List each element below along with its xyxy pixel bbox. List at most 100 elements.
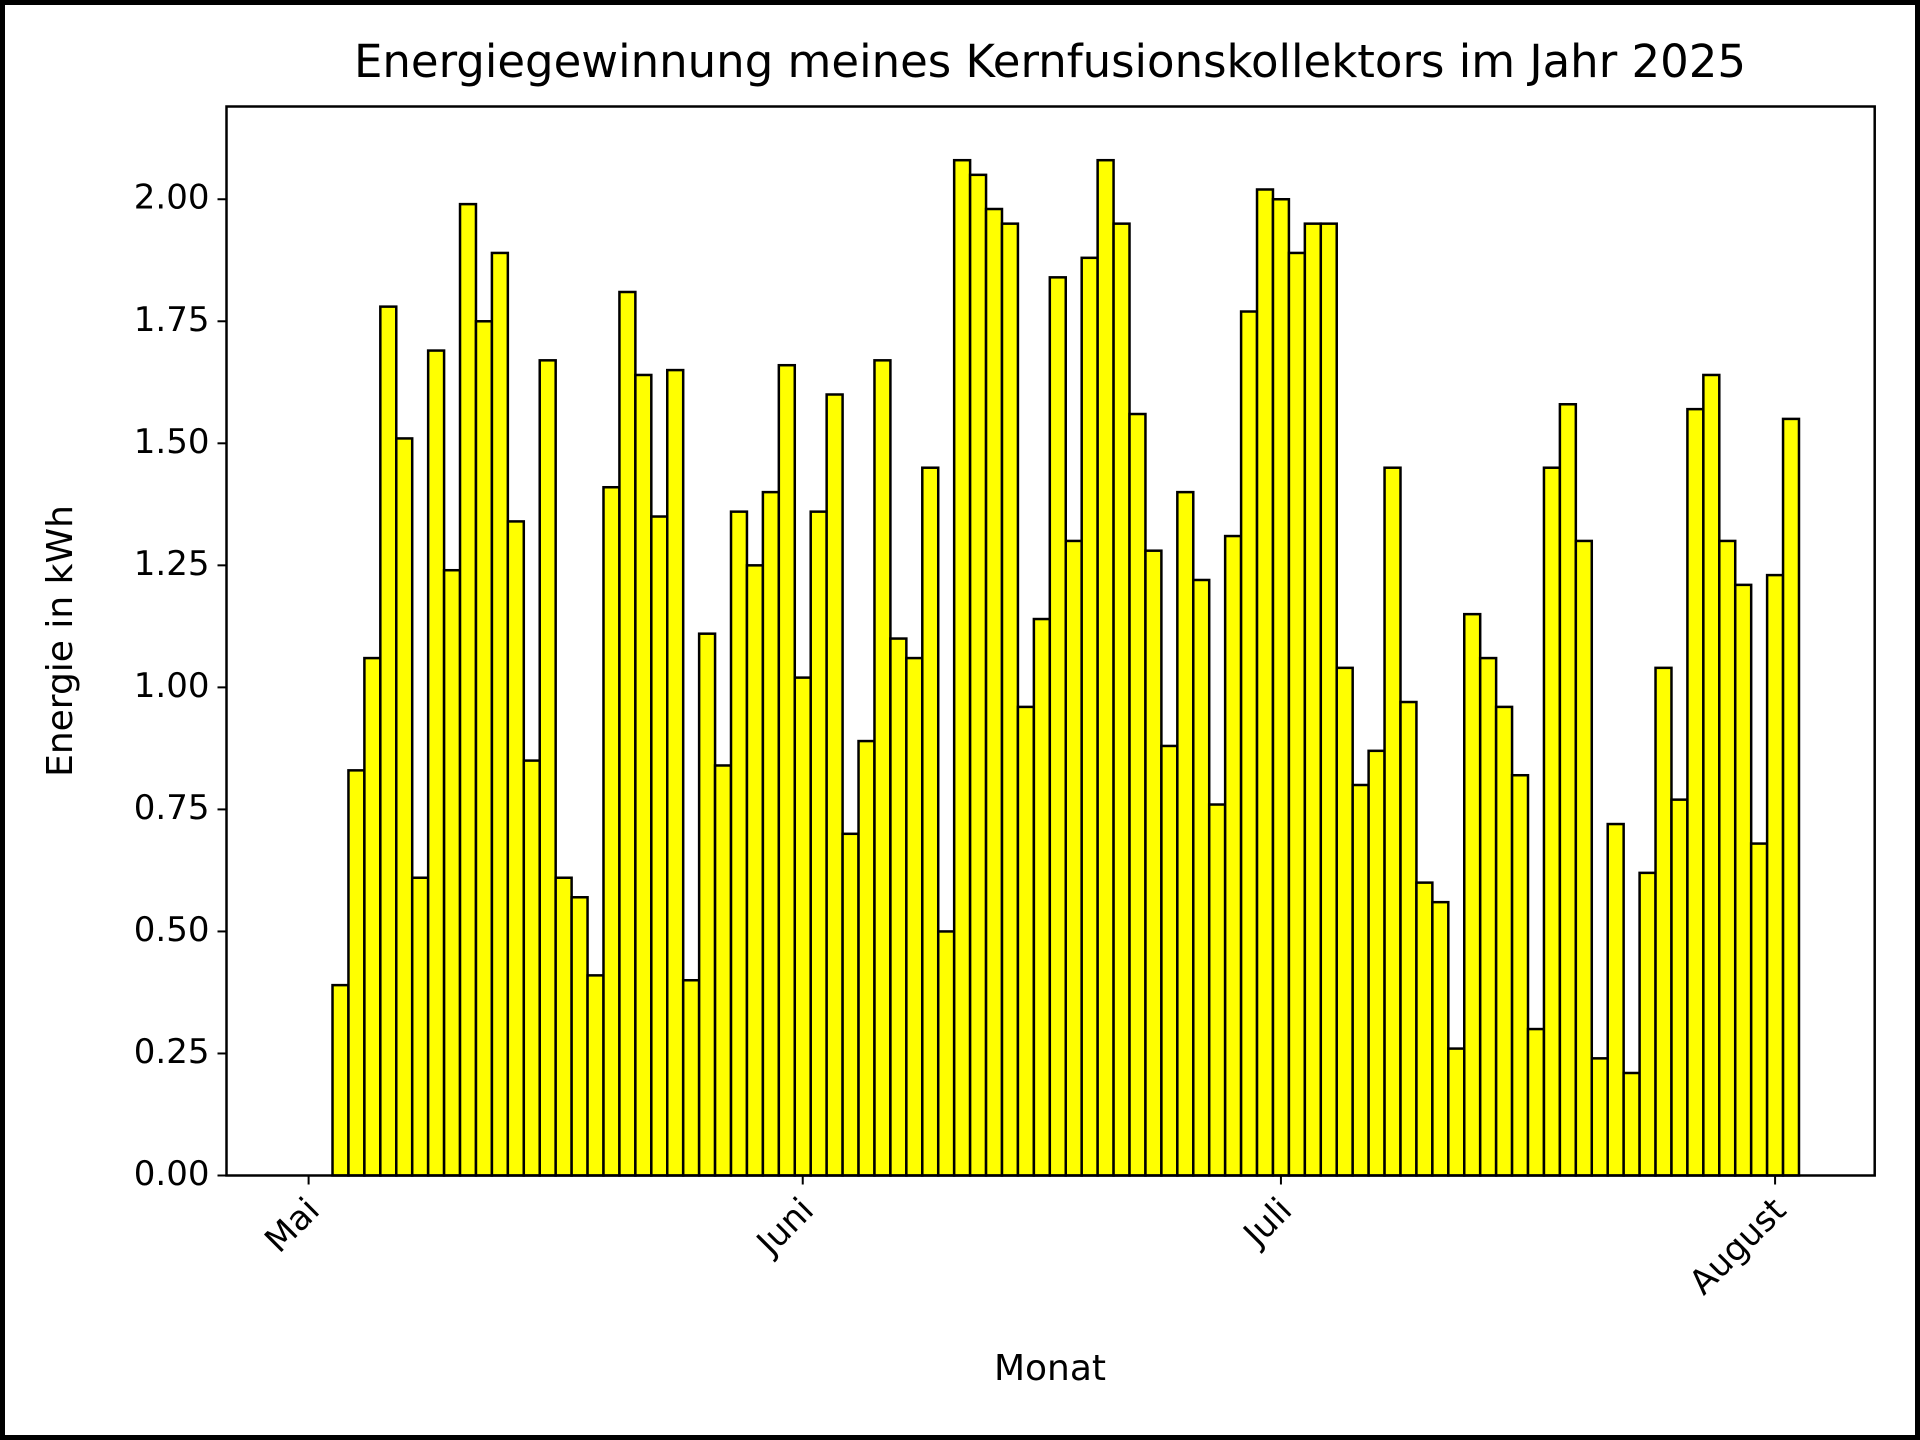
- bar: [442, 568, 462, 1177]
- bar: [968, 173, 988, 1177]
- bar: [761, 490, 781, 1177]
- bar: [458, 202, 478, 1177]
- bar: [650, 515, 669, 1177]
- bar: [1733, 583, 1753, 1177]
- bar: [873, 359, 892, 1177]
- y-tick-label: 1.50: [134, 422, 210, 462]
- y-tick-label: 0.00: [134, 1154, 210, 1194]
- bar: [666, 368, 685, 1177]
- bar: [1064, 539, 1083, 1177]
- bar: [1367, 749, 1386, 1177]
- bar: [1128, 412, 1147, 1177]
- bar: [474, 320, 494, 1177]
- bar: [1223, 534, 1243, 1177]
- bar: [1590, 1057, 1609, 1177]
- y-tick-label: 1.25: [134, 544, 210, 584]
- bar: [363, 656, 382, 1177]
- bar: [538, 359, 557, 1177]
- plot-frame: [225, 105, 1876, 1177]
- bar: [1080, 256, 1099, 1177]
- bar: [1702, 373, 1721, 1177]
- bar: [395, 437, 414, 1177]
- bar: [1319, 222, 1338, 1177]
- bar: [889, 637, 908, 1177]
- bar: [602, 485, 621, 1177]
- bar: [1542, 466, 1562, 1177]
- bar: [1335, 666, 1354, 1177]
- bar: [1176, 490, 1195, 1177]
- bar: [809, 510, 828, 1177]
- bar: [713, 764, 733, 1177]
- bar: [1526, 1027, 1546, 1177]
- bar: [1558, 403, 1578, 1177]
- x-axis-label: Monat: [994, 1348, 1106, 1389]
- bar: [1638, 871, 1657, 1177]
- bar: [522, 759, 541, 1177]
- bar: [905, 656, 924, 1177]
- bar: [793, 676, 812, 1177]
- y-tick-label: 1.00: [134, 666, 210, 706]
- bar: [1686, 407, 1705, 1177]
- bar: [1255, 188, 1275, 1177]
- bar: [697, 632, 717, 1177]
- bar: [681, 978, 701, 1177]
- y-axis-label: Energie in kWh: [40, 505, 81, 777]
- bar: [586, 974, 605, 1177]
- bar: [1447, 1047, 1466, 1177]
- bar: [777, 363, 797, 1177]
- bar: [506, 520, 526, 1177]
- bar: [1303, 222, 1323, 1177]
- bar: [1494, 705, 1514, 1177]
- bar: [1574, 539, 1594, 1177]
- bar: [1399, 700, 1418, 1177]
- bar: [379, 305, 398, 1177]
- bar: [410, 876, 430, 1177]
- bar: [921, 466, 940, 1177]
- bar: [1239, 310, 1259, 1177]
- bar: [936, 930, 956, 1177]
- bar: [490, 251, 510, 1177]
- bar: [857, 739, 876, 1177]
- bar: [331, 983, 350, 1177]
- bar: [984, 207, 1004, 1177]
- bar: [1383, 466, 1402, 1177]
- bar: [841, 832, 860, 1177]
- bar: [1096, 158, 1115, 1177]
- bar: [554, 876, 573, 1177]
- bar: [1510, 773, 1530, 1177]
- bar: [426, 349, 446, 1177]
- y-tick-label: 2.00: [134, 178, 210, 218]
- y-tick-label: 0.75: [134, 788, 210, 828]
- bar: [1622, 1071, 1641, 1177]
- bar: [1160, 744, 1179, 1177]
- bar: [1000, 222, 1020, 1177]
- bar: [1144, 549, 1163, 1177]
- bar: [1654, 666, 1673, 1177]
- bar: [1463, 612, 1482, 1177]
- bar: [1271, 197, 1291, 1177]
- bar: [1351, 783, 1370, 1177]
- y-tick-label: 1.75: [134, 300, 210, 340]
- bar: [618, 290, 637, 1177]
- bar: [952, 158, 972, 1177]
- bar: [634, 373, 653, 1177]
- bar: [347, 769, 366, 1177]
- bar: [1431, 900, 1450, 1177]
- bar: [1112, 222, 1131, 1177]
- bar: [1207, 803, 1227, 1177]
- bar: [1048, 276, 1068, 1177]
- y-tick-label: 0.50: [134, 910, 210, 950]
- bar: [1478, 656, 1498, 1177]
- bar: [729, 510, 749, 1177]
- bar: [745, 564, 765, 1177]
- bar: [1192, 578, 1211, 1177]
- bar: [1765, 573, 1785, 1177]
- chart-title: Energiegewinnung meines Kernfusionskolle…: [354, 35, 1746, 88]
- bar: [1032, 617, 1052, 1177]
- bar: [1749, 842, 1769, 1177]
- bar: [1016, 705, 1036, 1177]
- bar: [570, 896, 589, 1177]
- bar: [1670, 798, 1689, 1177]
